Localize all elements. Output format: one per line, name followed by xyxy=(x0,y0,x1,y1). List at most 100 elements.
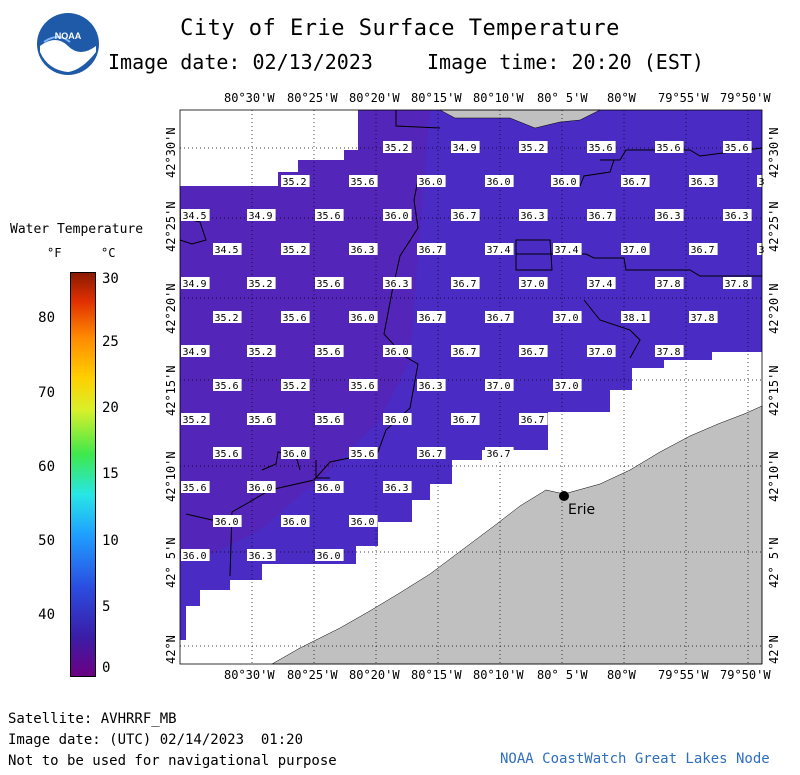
temperature-label: 36.7 xyxy=(487,449,511,460)
temperature-label: 35.2 xyxy=(385,143,409,154)
lon-label-top: 80°15'W xyxy=(411,91,462,105)
temperature-label-bg xyxy=(213,379,242,391)
temperature-label: 36.0 xyxy=(283,517,307,528)
temperature-label: 36.0 xyxy=(183,551,207,562)
temperature-label: 35.6 xyxy=(725,143,749,154)
svg-text:NOAA: NOAA xyxy=(55,31,82,41)
temperature-label: 36.7 xyxy=(589,211,613,222)
temperature-label-bg xyxy=(451,345,480,357)
temperature-label: 34.9 xyxy=(183,279,207,290)
utc-date: Image date: (UTC) 02/14/2023 01:20 xyxy=(8,732,304,748)
lon-label-top: 79°55'W xyxy=(658,91,709,105)
temperature-label: 37.8 xyxy=(657,347,681,358)
temperature-label: 35.6 xyxy=(589,143,613,154)
temperature-label: 35.6 xyxy=(183,483,207,494)
temperature-label: 36.0 xyxy=(487,177,511,188)
temperature-label-bg xyxy=(451,141,480,153)
land-area xyxy=(271,405,763,665)
temperature-label: 34.9 xyxy=(249,211,273,222)
temperature-label: 36.3 xyxy=(249,551,273,562)
lat-label-right: 42°25'N xyxy=(767,201,781,252)
temperature-label: 36.0 xyxy=(283,449,307,460)
temperature-label-bg xyxy=(587,209,616,221)
temperature-label: 37.4 xyxy=(589,279,613,290)
lon-label-bottom: 79°55'W xyxy=(658,668,709,682)
temperature-label-bg xyxy=(247,481,276,493)
temperature-label-bg xyxy=(281,379,310,391)
satellite-info: Satellite: AVHRRF_MB xyxy=(8,711,177,727)
temperature-label-bg xyxy=(349,243,378,255)
temperature-label-bg xyxy=(621,311,650,323)
lat-label-right: 42°20'N xyxy=(767,283,781,334)
lon-label-bottom: 80° 5'W xyxy=(537,668,588,682)
city-label: Erie xyxy=(568,502,595,518)
temperature-label: 36.7 xyxy=(419,313,443,324)
lat-label-left: 42°20'N xyxy=(164,283,178,334)
temperature-label-bg xyxy=(621,175,650,187)
temperature-label-bg xyxy=(349,311,378,323)
lon-label-top: 79°50'W xyxy=(720,91,771,105)
temperature-label-bg xyxy=(417,243,446,255)
temperature-label-bg xyxy=(349,379,378,391)
lat-label-right: 42°15'N xyxy=(767,365,781,416)
legend-title: Water Temperature xyxy=(10,222,144,237)
temperature-label: 36.0 xyxy=(419,177,443,188)
temperature-label: 36.7 xyxy=(623,177,647,188)
temperature-label-bg xyxy=(281,243,310,255)
temperature-label-bg xyxy=(247,277,276,289)
temperature-label-bg xyxy=(349,447,378,459)
temperature-label: 37.0 xyxy=(521,279,545,290)
temperature-label-bg xyxy=(247,549,276,561)
temperature-label-bg xyxy=(315,549,344,561)
lon-label-top: 80°25'W xyxy=(287,91,338,105)
color-scale-bar xyxy=(70,272,96,677)
lon-label-bottom: 80°10'W xyxy=(473,668,524,682)
temperature-label-bg xyxy=(485,243,514,255)
temperature-label-bg xyxy=(689,175,718,187)
temperature-label-bg xyxy=(417,175,446,187)
temperature-label-bg xyxy=(451,209,480,221)
legend-c-tick: 25 xyxy=(102,334,119,350)
temperature-label: 36.3 xyxy=(385,483,409,494)
legend-c-tick: 5 xyxy=(102,599,111,615)
temperature-label-bg xyxy=(485,447,514,459)
temperature-label: 36.0 xyxy=(351,313,375,324)
temperature-label: 36.3 xyxy=(725,211,749,222)
temperature-label-bg xyxy=(315,209,344,221)
lon-label-top: 80°10'W xyxy=(473,91,524,105)
temperature-label: 35.6 xyxy=(317,279,341,290)
temperature-label: 36.0 xyxy=(553,177,577,188)
temperature-label-bg xyxy=(281,447,310,459)
temperature-label-bg xyxy=(485,175,514,187)
temperature-label: 35.2 xyxy=(249,347,273,358)
legend-unit-c: °C xyxy=(101,246,116,260)
temperature-label: 36.0 xyxy=(351,517,375,528)
lon-label-bottom: 80°20'W xyxy=(349,668,400,682)
temperature-label: 38.1 xyxy=(623,313,647,324)
legend-f-tick: 40 xyxy=(38,607,55,623)
temperature-label: 35.6 xyxy=(317,347,341,358)
temperature-label: 36.7 xyxy=(419,449,443,460)
lon-label-bottom: 80°25'W xyxy=(287,668,338,682)
temperature-label: 37.0 xyxy=(555,381,579,392)
legend-c-tick: 20 xyxy=(102,400,119,416)
temperature-label-bg xyxy=(587,277,616,289)
temperature-label-bg xyxy=(383,481,412,493)
temperature-label-bg xyxy=(383,413,412,425)
temperature-label-bg xyxy=(315,413,344,425)
lat-label-left: 42°25'N xyxy=(164,201,178,252)
temperature-label-bg xyxy=(281,175,310,187)
temperature-label: 36.3 xyxy=(419,381,443,392)
temperature-label: 36.3 xyxy=(351,245,375,256)
temperature-label: 34.9 xyxy=(183,347,207,358)
legend-c-tick: 10 xyxy=(102,533,119,549)
temperature-label: 37.8 xyxy=(691,313,715,324)
legend-unit-f: °F xyxy=(47,246,62,260)
temperature-label: 36.0 xyxy=(317,483,341,494)
temperature-label-bg xyxy=(213,515,242,527)
temperature-label: 36.0 xyxy=(317,551,341,562)
lat-label-right: 42° 5'N xyxy=(767,537,781,588)
legend-f-tick: 50 xyxy=(38,533,55,549)
temperature-label-bg xyxy=(655,277,684,289)
temperature-label: 35.6 xyxy=(215,381,239,392)
